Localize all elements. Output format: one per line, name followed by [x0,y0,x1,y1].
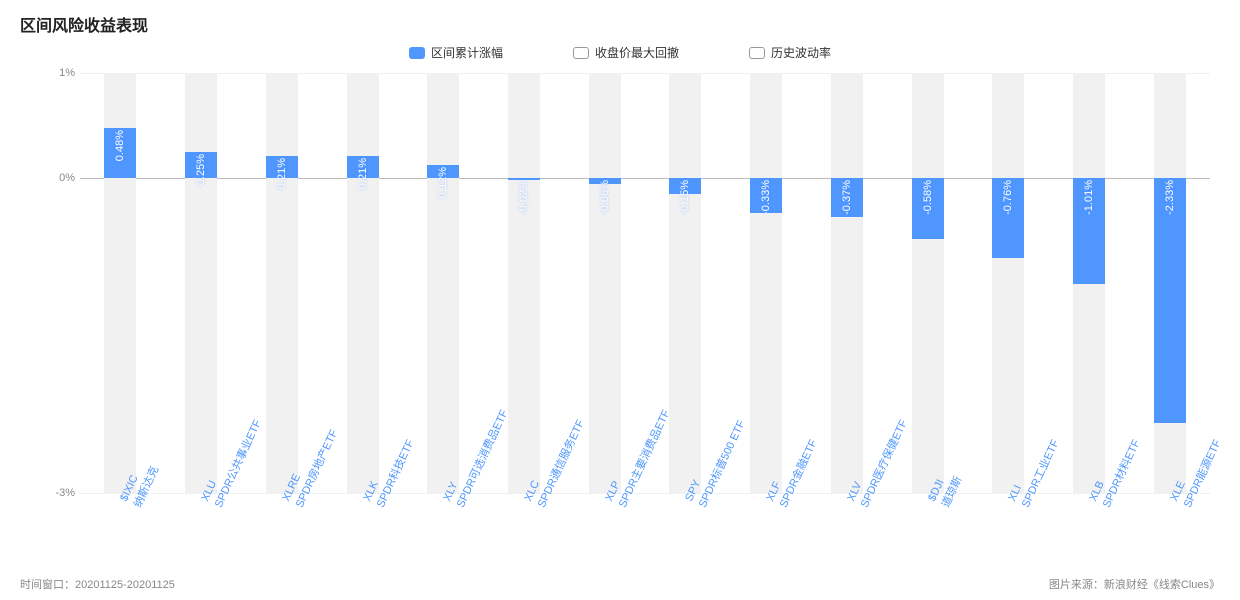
x-label-column: $IXIC纳斯达克 [80,493,161,588]
legend-swatch [573,47,589,59]
bar-track [750,73,782,493]
bar[interactable] [750,178,782,213]
bar-track [992,73,1024,493]
bar-column: 0.12% [403,73,484,493]
y-tick-label: -3% [35,487,75,499]
source-prefix: 图片来源： [1049,579,1104,591]
chart-title: 区间风险收益表现 [20,12,1220,36]
x-label-column: SPYSPDR标普500 ETF [645,493,726,588]
legend-swatch [749,47,765,59]
x-label-column: XLPSPDR主要消费品ETF [564,493,645,588]
bar-column: -0.76% [968,73,1049,493]
legend-item-0[interactable]: 区间累计涨幅 [409,44,503,61]
bar-column: 0.48% [80,73,161,493]
bar[interactable] [266,156,298,178]
bar-track [831,73,863,493]
image-source: 图片来源：新浪财经《线索Clues》 [1049,576,1220,592]
legend-label: 历史波动率 [771,44,831,61]
x-label-column: XLVSPDR医疗保健ETF [806,493,887,588]
bar-track [508,73,540,493]
x-label-column: XLBSPDR材料ETF [1049,493,1130,588]
bar[interactable] [508,178,540,180]
bar[interactable] [1073,178,1105,284]
x-label-column: XLISPDR工业ETF [968,493,1049,588]
bar-column: 0.25% [161,73,242,493]
bar-column: -2.33% [1129,73,1210,493]
bar-track [266,73,298,493]
bar[interactable] [427,165,459,178]
bar[interactable] [347,156,379,178]
footer: 时间窗口：20201125-20201125 图片来源：新浪财经《线索Clues… [20,576,1220,592]
bar[interactable] [104,128,136,178]
x-label-column: XLYSPDR可选消费品ETF [403,493,484,588]
bar-column: -0.37% [806,73,887,493]
x-label-column: $DJI道琼斯 [887,493,968,588]
x-label-column: XLKSPDR科技ETF [322,493,403,588]
x-label-column: XLCSPDR通信服务ETF [484,493,565,588]
time-window: 时间窗口：20201125-20201125 [20,576,175,592]
bar-track [669,73,701,493]
bar-track [589,73,621,493]
bar[interactable] [831,178,863,217]
bar[interactable] [992,178,1024,258]
bar[interactable] [912,178,944,239]
bar-column: -1.01% [1049,73,1130,493]
legend-swatch [409,47,425,59]
legend-label: 区间累计涨幅 [431,44,503,61]
bar-track [427,73,459,493]
time-window-prefix: 时间窗口： [20,579,75,591]
legend-item-1[interactable]: 收盘价最大回撤 [573,44,679,61]
bar[interactable] [1154,178,1186,423]
x-axis-labels: $IXIC纳斯达克XLUSPDR公共事业ETFXLRESPDR房地产ETFXLK… [80,493,1210,588]
legend-item-2[interactable]: 历史波动率 [749,44,831,61]
bar-track [185,73,217,493]
bar[interactable] [185,152,217,178]
legend: 区间累计涨幅 收盘价最大回撤 历史波动率 [20,44,1220,61]
bar-track [347,73,379,493]
x-label-column: XLUSPDR公共事业ETF [161,493,242,588]
time-window-value: 20201125-20201125 [75,579,175,591]
bar[interactable] [589,178,621,184]
chart-container: 区间风险收益表现 区间累计涨幅 收盘价最大回撤 历史波动率 1% 0% -3% 0.48… [0,0,1240,600]
x-label-column: XLRESPDR房地产ETF [241,493,322,588]
x-label-column: XLFSPDR金融ETF [726,493,807,588]
y-tick-label: 0% [35,172,75,184]
bar[interactable] [669,178,701,194]
y-tick-label: 1% [35,67,75,79]
source-value: 新浪财经《线索Clues》 [1104,579,1220,591]
bar-track [912,73,944,493]
x-label-column: XLESPDR能源ETF [1129,493,1210,588]
legend-label: 收盘价最大回撤 [595,44,679,61]
